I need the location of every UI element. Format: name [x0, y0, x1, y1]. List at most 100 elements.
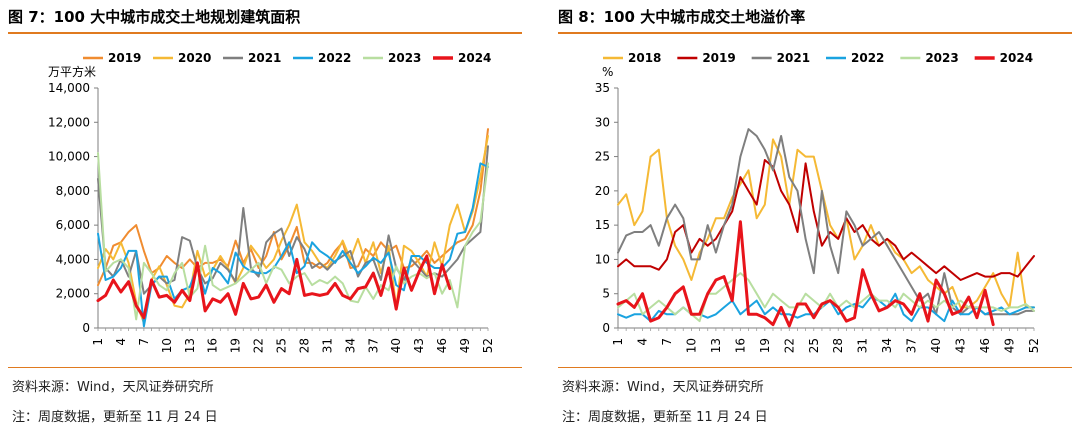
source-note: 资料来源：Wind，天风证券研究所 [12, 380, 214, 395]
chart-title: 图 8：100 大中城市成交土地溢价率 [558, 8, 806, 26]
legend-item: 2019 [83, 51, 141, 65]
source-note: 资料来源：Wind，天风证券研究所 [562, 380, 764, 395]
legend-label: 2023 [388, 51, 421, 65]
legend-item: 2021 [223, 51, 281, 65]
x-tick-label: 52 [481, 338, 495, 353]
x-tick-label: 37 [905, 338, 919, 353]
y-tick-label: 6,000 [56, 218, 90, 232]
y-tick-label: 8,000 [56, 184, 90, 198]
x-tick-label: 22 [252, 338, 266, 353]
x-tick-label: 1 [91, 338, 105, 346]
x-tick-label: 28 [831, 338, 845, 353]
y-tick-label: 35 [595, 81, 610, 95]
x-tick-label: 40 [929, 338, 943, 353]
x-tick-label: 16 [206, 338, 220, 353]
y-tick-label: 0 [602, 321, 610, 335]
y-tick-label: 14,000 [48, 81, 90, 95]
legend-label: 2019 [702, 51, 735, 65]
series-line-2021 [617, 128, 1035, 316]
x-tick-label: 34 [880, 338, 894, 353]
x-tick-label: 13 [709, 338, 723, 353]
legend-label: 2022 [851, 51, 884, 65]
y-unit-label: % [602, 65, 613, 79]
x-tick-label: 49 [1003, 338, 1017, 353]
legend-item: 2022 [293, 51, 351, 65]
y-tick-label: 0 [82, 321, 90, 335]
y-tick-label: 12,000 [48, 115, 90, 129]
x-tick-label: 49 [458, 338, 472, 353]
legend-item: 2019 [677, 51, 736, 65]
x-tick-label: 28 [297, 338, 311, 353]
x-tick-label: 25 [807, 338, 821, 353]
legend-label: 2020 [178, 51, 211, 65]
x-tick-label: 37 [366, 338, 380, 353]
legend-label: 2018 [628, 51, 661, 65]
x-tick-label: 4 [635, 338, 649, 346]
x-tick-label: 16 [733, 338, 747, 353]
y-unit-label: 万平方米 [48, 64, 96, 79]
legend-item: 2018 [603, 51, 661, 65]
legend: 2019 2020 2021 2022 2023 2024 [83, 51, 491, 65]
y-tick-label: 20 [595, 184, 610, 198]
title-rule [8, 32, 522, 34]
legend-item: 2021 [751, 51, 810, 65]
x-tick-label: 46 [435, 338, 449, 353]
panel-land-area: 图 7：100 大中城市成交土地规划建筑面积 2019 2020 2021 2022 2… [0, 0, 530, 428]
series-line-2018 [617, 138, 1035, 309]
x-tick-label: 43 [954, 338, 968, 353]
x-tick-label: 31 [856, 338, 870, 353]
y-tick-label: 10 [595, 252, 610, 266]
series-line-2024 [616, 220, 995, 328]
legend-item: 2022 [826, 51, 884, 65]
legend-item: 2024 [974, 51, 1033, 65]
x-tick-label: 40 [389, 338, 403, 353]
y-tick-label: 10,000 [48, 150, 90, 164]
x-tick-label: 4 [114, 338, 128, 346]
series-line-2023 [617, 272, 1035, 323]
legend-item: 2023 [900, 51, 959, 65]
legend-label: 2019 [108, 51, 141, 65]
footnote: 注：周度数据，更新至 11 月 24 日 [12, 410, 218, 425]
series-line-2022 [97, 162, 489, 328]
x-tick-label: 13 [183, 338, 197, 353]
y-tick-label: 2,000 [56, 287, 90, 301]
legend-item: 2024 [433, 51, 491, 65]
legend-label: 2024 [458, 51, 491, 65]
legend-label: 2023 [925, 51, 958, 65]
x-tick-label: 22 [782, 338, 796, 353]
series-line-2019 [97, 128, 489, 287]
premium-rate-chart: 2018 2019 2021 2022 2023 2024% 0 5 10 15 20 25 30 35 1… [595, 51, 1041, 353]
panel-premium-rate: 图 8：100 大中城市成交土地溢价率 2018 2019 2021 2022 2023… [550, 0, 1080, 428]
y-tick-label: 4,000 [56, 252, 90, 266]
series-line-2024 [96, 254, 452, 320]
x-tick-label: 7 [137, 338, 151, 346]
y-tick-label: 5 [602, 287, 610, 301]
legend-item: 2020 [153, 51, 211, 65]
x-tick-label: 19 [758, 338, 772, 353]
x-tick-label: 19 [229, 338, 243, 353]
x-tick-label: 10 [684, 338, 698, 353]
x-tick-label: 46 [978, 338, 992, 353]
chart-title: 图 7：100 大中城市成交土地规划建筑面积 [8, 8, 301, 26]
x-tick-label: 7 [660, 338, 674, 346]
x-tick-label: 43 [412, 338, 426, 353]
land-area-chart: 2019 2020 2021 2022 2023 2024 万平方米 0 2,000 4,000 6… [48, 51, 495, 353]
x-tick-label: 1 [611, 338, 625, 346]
x-tick-label: 31 [320, 338, 334, 353]
series-line-2020 [97, 135, 489, 324]
series-line-2021 [97, 145, 489, 295]
title-rule [558, 32, 1072, 34]
legend: 2018 2019 2021 2022 2023 2024 [603, 51, 1033, 65]
legend-label: 2021 [777, 51, 810, 65]
legend-label: 2024 [1000, 51, 1033, 65]
x-tick-label: 34 [343, 338, 357, 353]
y-tick-label: 30 [595, 115, 610, 129]
footer-rule [558, 367, 1072, 368]
x-tick-label: 25 [275, 338, 289, 353]
footer-rule [8, 367, 522, 368]
legend-label: 2022 [318, 51, 351, 65]
footnote: 注：周度数据，更新至 11 月 24 日 [562, 410, 768, 425]
x-tick-label: 52 [1027, 338, 1041, 353]
y-tick-label: 25 [595, 150, 610, 164]
legend-label: 2021 [248, 51, 281, 65]
